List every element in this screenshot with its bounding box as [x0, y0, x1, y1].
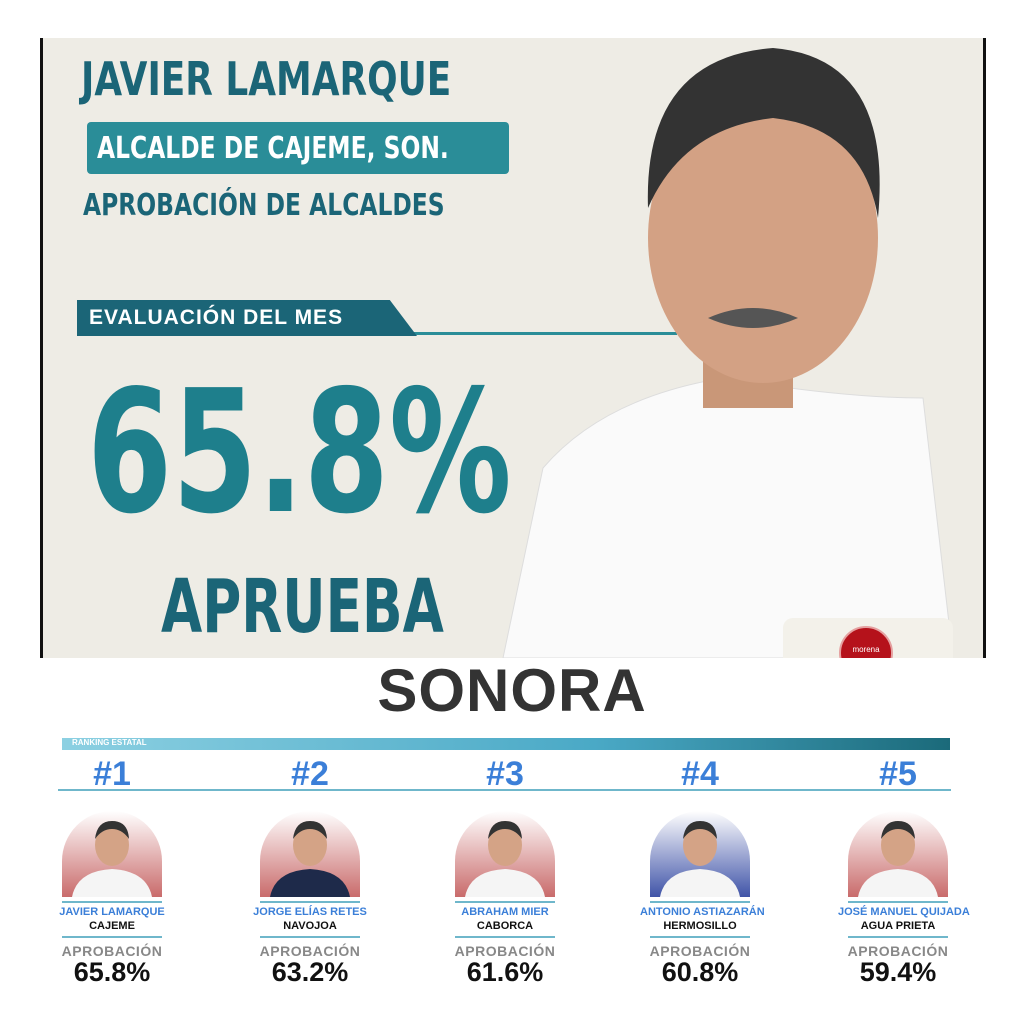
subtitle: APROBACIÓN DE ALCALDES — [83, 188, 445, 223]
candidate-city: HERMOSILLO — [663, 920, 737, 932]
divider — [62, 901, 162, 903]
mayor-name: JAVIER LAMARQUE — [81, 52, 452, 106]
rank-number: #1 — [93, 755, 131, 793]
rank-number: #4 — [681, 755, 719, 793]
candidate-photo — [848, 811, 948, 897]
candidate-photo — [62, 811, 162, 897]
approval-label: APROBACIÓN — [259, 943, 361, 959]
candidate-city: AGUA PRIETA — [860, 920, 936, 932]
verdict: APRUEBA — [161, 564, 444, 650]
position-banner: ALCALDE DE CAJEME, SON. — [87, 122, 509, 174]
approval-value: 59.4% — [859, 957, 937, 987]
ranking-item: #2 JORGE ELÍAS RETES NAVOJOA APROBACIÓN … — [250, 755, 370, 986]
divider — [455, 901, 555, 903]
approval-label: APROBACIÓN — [847, 943, 949, 959]
ranking-item: #1 JAVIER LAMARQUE CAJEME APROBACIÓN 65.… — [52, 755, 172, 986]
candidate-city: CAJEME — [89, 920, 135, 932]
rank-number: #2 — [291, 755, 329, 793]
candidate-city: CABORCA — [476, 920, 534, 932]
approval-label: APROBACIÓN — [61, 943, 163, 959]
ranking-item: #5 JOSÉ MANUEL QUIJADA AGUA PRIETA APROB… — [838, 755, 970, 987]
state-title: SONORA — [377, 657, 647, 724]
rank-number: #5 — [879, 755, 917, 793]
candidate-name: ANTONIO ASTIAZARÁN — [640, 906, 765, 918]
divider — [260, 936, 360, 938]
candidate-photo — [650, 811, 750, 897]
rank-number: #3 — [486, 755, 524, 793]
divider — [58, 789, 951, 791]
candidate-city: NAVOJOA — [283, 920, 337, 932]
candidate-name: JOSÉ MANUEL QUIJADA — [838, 906, 970, 918]
candidate-name: JAVIER LAMARQUE — [59, 906, 165, 918]
approval-value: 65.8% — [73, 957, 151, 987]
divider — [650, 936, 750, 938]
candidate-photo — [260, 811, 360, 897]
approval-label: APROBACIÓN — [454, 943, 556, 959]
divider — [455, 936, 555, 938]
approval-value: 60.8% — [661, 957, 739, 987]
candidate-name: JORGE ELÍAS RETES — [253, 906, 367, 918]
divider — [260, 901, 360, 903]
approval-value: 61.6% — [466, 957, 544, 987]
party-badge: morena — [783, 618, 953, 658]
candidate-photo — [455, 811, 555, 897]
eval-banner: EVALUACIÓN DEL MES — [77, 300, 417, 336]
ranking-item: #4 ANTONIO ASTIAZARÁN HERMOSILLO APROBAC… — [640, 755, 765, 987]
mayor-feature-panel: JAVIER LAMARQUE ALCALDE DE CAJEME, SON. … — [40, 38, 986, 658]
approval-value: 65.8% — [87, 354, 512, 552]
approval-value: 63.2% — [271, 957, 349, 987]
ranking-item: #3 ABRAHAM MIER CABORCA APROBACIÓN 61.6% — [445, 755, 565, 986]
approval-label: APROBACIÓN — [649, 943, 751, 959]
ranking-bar: RANKING ESTATAL — [62, 738, 950, 750]
mayor-photo — [502, 48, 953, 658]
candidate-name: ABRAHAM MIER — [461, 906, 549, 918]
divider — [848, 901, 948, 903]
divider — [62, 936, 162, 938]
divider — [650, 901, 750, 903]
divider — [848, 936, 948, 938]
